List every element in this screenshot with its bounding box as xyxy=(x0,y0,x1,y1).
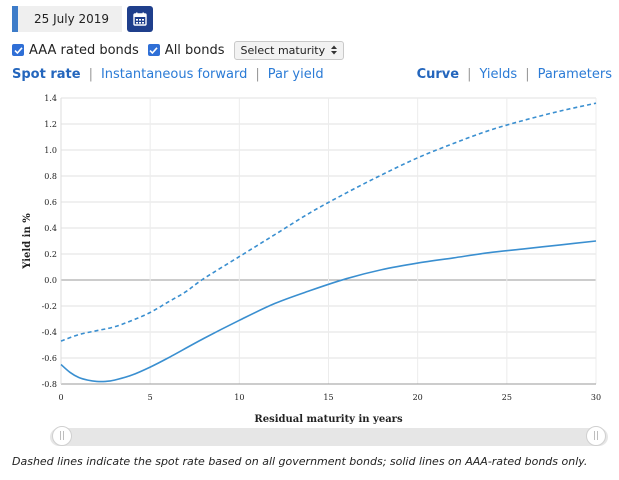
chart-series xyxy=(60,102,597,383)
x-tick-label: 15 xyxy=(323,393,333,402)
tab-separator: | xyxy=(255,67,260,82)
calendar-icon xyxy=(133,12,147,26)
tab-separator: | xyxy=(525,67,530,82)
rate-type-tabs: Spot rate | Instantaneous forward | Par … xyxy=(12,67,324,82)
tab-separator: | xyxy=(467,67,472,82)
select-arrows-icon xyxy=(331,45,338,55)
y-tick-label: 1.2 xyxy=(44,120,57,129)
tab-curve[interactable]: Curve xyxy=(416,67,460,82)
y-tick-label: 0.4 xyxy=(44,224,57,233)
y-tick-label: -0.4 xyxy=(42,328,57,337)
date-picker: 25 July 2019 xyxy=(12,6,153,32)
y-tick-label: -0.2 xyxy=(42,302,57,311)
all-bonds-label: All bonds xyxy=(164,42,225,58)
x-tick-label: 30 xyxy=(591,393,601,402)
y-tick-label: 1.4 xyxy=(44,94,57,103)
aaa-bonds-label: AAA rated bonds xyxy=(29,42,139,58)
aaa-bonds-series-line xyxy=(60,240,597,383)
chart-grid xyxy=(60,97,597,385)
chart-ticks: -0.8 -0.6 -0.4 -0.2 0.0 0.2 0.4 0.6 0.8 1.0 1.2 1.4… xyxy=(42,94,602,402)
x-tick-label: 20 xyxy=(413,393,423,402)
checkbox-checked-icon xyxy=(147,44,160,56)
tab-separator: | xyxy=(88,67,93,82)
x-tick-label: 5 xyxy=(148,393,153,402)
maturity-range-slider[interactable]: || || xyxy=(50,426,608,446)
grip-icon: || xyxy=(58,431,66,441)
calendar-button[interactable] xyxy=(127,6,153,32)
all-bonds-series-line xyxy=(60,102,597,342)
y-tick-label: -0.8 xyxy=(42,380,57,389)
chart-footnote: Dashed lines indicate the spot rate base… xyxy=(12,455,588,468)
y-tick-label: 0.6 xyxy=(44,198,57,207)
yield-curve-chart: -0.8 -0.6 -0.4 -0.2 0.0 0.2 0.4 0.6 0.8 1.0 1.2 1.4… xyxy=(22,94,602,425)
options-row: AAA rated bonds All bonds Select maturit… xyxy=(12,40,345,60)
range-handle-left[interactable]: || xyxy=(52,426,72,446)
date-accent-bar xyxy=(12,6,18,32)
tab-spot-rate[interactable]: Spot rate xyxy=(12,67,81,82)
range-handle-right[interactable]: || xyxy=(586,426,606,446)
x-tick-label: 0 xyxy=(58,393,63,402)
y-tick-label: -0.6 xyxy=(42,354,57,363)
x-tick-label: 25 xyxy=(502,393,512,402)
y-axis-title: Yield in % xyxy=(22,213,33,270)
x-axis-title: Residual maturity in years xyxy=(254,414,403,425)
tab-instantaneous-forward[interactable]: Instantaneous forward xyxy=(100,67,248,82)
date-input[interactable]: 25 July 2019 xyxy=(18,6,122,32)
maturity-select[interactable]: Select maturity xyxy=(233,40,345,60)
y-tick-label: 0.8 xyxy=(44,172,57,181)
y-tick-label: 0.0 xyxy=(44,276,57,285)
y-tick-label: 0.2 xyxy=(44,250,57,259)
aaa-bonds-checkbox[interactable]: AAA rated bonds xyxy=(12,43,139,58)
tab-parameters[interactable]: Parameters xyxy=(537,67,612,82)
checkbox-checked-icon xyxy=(12,44,24,56)
maturity-select-value: Select maturity xyxy=(240,43,326,57)
all-bonds-checkbox[interactable]: All bonds xyxy=(147,42,225,58)
view-tabs: Curve | Yields | Parameters xyxy=(417,67,612,82)
x-tick-label: 10 xyxy=(234,393,244,402)
y-tick-label: 1.0 xyxy=(44,146,57,155)
grip-icon: || xyxy=(592,431,600,441)
tab-par-yield[interactable]: Par yield xyxy=(267,67,324,82)
tab-yields[interactable]: Yields xyxy=(479,67,518,82)
